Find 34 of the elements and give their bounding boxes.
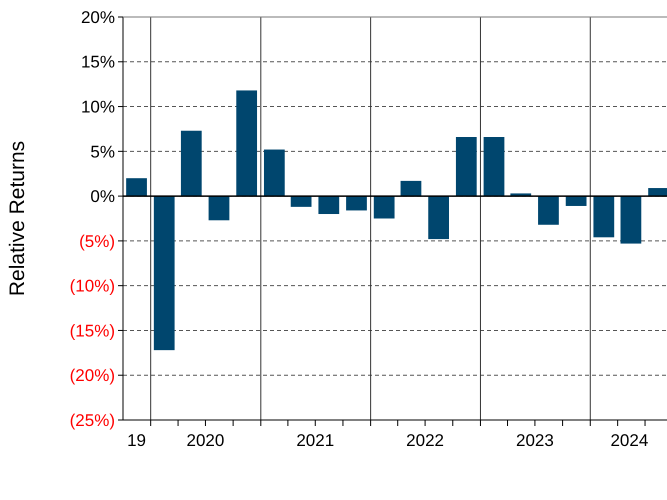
bar	[126, 178, 147, 196]
bar	[154, 196, 175, 350]
y-tick-label: 5%	[90, 142, 115, 162]
x-tick-label: 2024	[610, 431, 648, 450]
bar	[208, 196, 230, 220]
bar	[428, 196, 450, 240]
y-tick-label: 10%	[80, 98, 115, 117]
x-tick-label: 19	[127, 431, 146, 450]
y-tick-label: (25%)	[70, 410, 115, 430]
bar	[620, 196, 642, 244]
x-tick-label: 2023	[516, 431, 554, 450]
bar	[236, 90, 258, 196]
y-tick-label: (5%)	[79, 232, 115, 251]
bar	[593, 196, 614, 238]
x-tick-label: 2021	[296, 431, 334, 450]
y-tick-label: (15%)	[70, 321, 115, 340]
x-tick-label: 2022	[406, 431, 444, 450]
y-tick-label: 15%	[80, 52, 115, 72]
bar	[180, 130, 202, 196]
y-tick-label: 20%	[80, 8, 115, 27]
bar	[346, 196, 367, 210]
bar	[374, 196, 395, 218]
bar	[318, 196, 340, 214]
y-tick-label: (10%)	[70, 276, 115, 296]
bar	[264, 150, 285, 196]
y-tick-label: (20%)	[70, 366, 115, 386]
y-tick-label: 0%	[90, 187, 115, 206]
y-axis-title: Relative Returns	[6, 140, 29, 296]
bar	[400, 180, 422, 196]
bar	[484, 137, 504, 196]
bar	[290, 196, 312, 207]
x-tick-label: 2020	[186, 431, 224, 450]
bar	[538, 196, 559, 225]
bar	[456, 137, 477, 196]
